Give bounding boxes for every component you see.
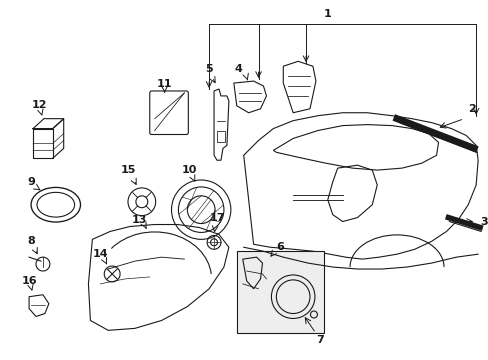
Text: 17: 17 (209, 213, 224, 222)
Text: 13: 13 (132, 215, 147, 225)
Text: 6: 6 (276, 242, 284, 252)
Text: 12: 12 (31, 100, 47, 110)
Text: 5: 5 (205, 64, 212, 74)
Text: 15: 15 (120, 165, 135, 175)
Text: 10: 10 (181, 165, 197, 175)
Text: 16: 16 (21, 276, 37, 286)
Bar (217, 131, 224, 143)
Text: 9: 9 (27, 177, 35, 187)
Text: 14: 14 (92, 249, 108, 259)
Text: 11: 11 (157, 79, 172, 89)
Text: 4: 4 (234, 64, 242, 74)
Text: 3: 3 (479, 217, 487, 226)
Text: 2: 2 (468, 104, 475, 114)
Text: 8: 8 (27, 236, 35, 246)
Bar (236, 251, 323, 333)
Text: 7: 7 (315, 335, 323, 345)
Text: 1: 1 (323, 9, 331, 19)
